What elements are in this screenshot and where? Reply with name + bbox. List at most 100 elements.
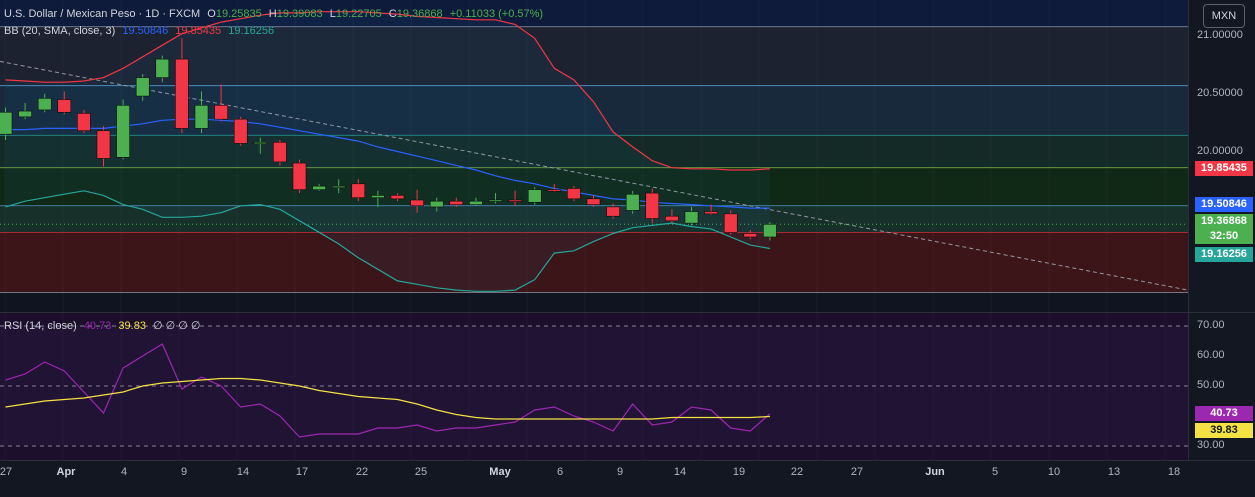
zone-band: [0, 205, 1188, 233]
time-axis-tick: 27: [850, 466, 864, 478]
candle-body: [527, 189, 542, 203]
bb-upper-price-tag: 19.85435: [1195, 161, 1253, 176]
candle-body: [743, 233, 758, 238]
candle-body: [547, 189, 562, 192]
zone-band: [0, 26, 1188, 86]
bb-lower-line: [5, 190, 771, 292]
bb-basis-price-tag: 19.50846: [1195, 197, 1253, 212]
candle-body: [763, 224, 777, 238]
rsi-line: [5, 343, 771, 438]
time-axis-tick: Apr: [56, 466, 76, 478]
time-axis-tick: 25: [414, 466, 428, 478]
candle-body: [429, 200, 444, 208]
candle-body: [233, 118, 248, 144]
time-axis-tick: 9: [180, 466, 188, 478]
candle-body: [684, 211, 699, 224]
rsi-value: 40.73: [83, 320, 112, 332]
candle-body: [410, 199, 424, 207]
candle-body: [449, 200, 464, 205]
time-axis-tick: 18: [1167, 466, 1181, 478]
bb-basis-value: 19.50846: [122, 25, 169, 37]
candle-body: [645, 192, 660, 219]
candle-body: [390, 195, 405, 200]
candle-body: [508, 199, 522, 202]
time-axis-tick: 22: [355, 466, 369, 478]
price-change: +0.11033 (+0.57%): [449, 8, 544, 20]
candle-body: [253, 142, 268, 145]
time-axis-tick: 10: [1047, 466, 1061, 478]
ohlc-high: H19.39083: [268, 8, 323, 20]
candle-body: [175, 58, 189, 129]
candle-body: [704, 211, 718, 215]
time-axis-tick: 9: [616, 466, 624, 478]
time-axis-tick: 19: [732, 466, 746, 478]
price-axis-tick: 20.50000: [1197, 86, 1243, 99]
candle-body: [155, 58, 170, 78]
time-axis-tick: 22: [790, 466, 804, 478]
regression-line: [0, 60, 1189, 291]
candle-body: [273, 142, 287, 163]
candle-body: [371, 195, 385, 198]
candle-body: [37, 98, 52, 111]
rsi-extra-values: ∅ ∅ ∅ ∅: [153, 320, 201, 332]
ohlc-close: C19.36868: [388, 8, 443, 20]
candle-body: [194, 105, 209, 129]
rsi-axis-tick: 50.00: [1197, 379, 1225, 391]
symbol-title: U.S. Dollar / Mexican Peso · 1D · FXCM: [4, 8, 201, 20]
candle-body: [312, 185, 326, 190]
ohlc-open: O19.25835: [207, 8, 262, 20]
close-price-tag: 19.36868: [1195, 214, 1253, 229]
bb-fill: [5, 11, 770, 292]
chart-legend-rsi: RSI (14, close) 40.73 39.83 ∅ ∅ ∅ ∅: [4, 319, 205, 332]
price-axis-tick: 20.00000: [1197, 144, 1243, 157]
time-axis-tick: 4: [120, 466, 128, 478]
candle-body: [77, 113, 91, 131]
candle-body: [214, 105, 228, 120]
rsi-value-tag: 40.73: [1195, 406, 1253, 421]
candle-body: [57, 99, 72, 113]
bb-upper-line: [5, 11, 770, 171]
time-axis-tick: 17: [295, 466, 309, 478]
bb-lower-value: 19.16256: [228, 25, 275, 37]
candle-body: [292, 162, 307, 190]
zone-band: [0, 232, 1188, 293]
time-axis-tick: 14: [673, 466, 687, 478]
rsi-ma-value: 39.83: [118, 320, 146, 332]
chart-legend-price: U.S. Dollar / Mexican Peso · 1D · FXCM O…: [4, 8, 547, 20]
price-axis-tick: 21.00000: [1197, 29, 1243, 41]
bb-lower-price-tag: 19.16256: [1195, 247, 1253, 262]
candle-body: [488, 199, 503, 202]
candle-body: [351, 183, 366, 198]
rsi-ma-value-tag: 39.83: [1195, 423, 1253, 438]
time-axis-tick: 6: [556, 466, 564, 478]
candle-body: [723, 213, 738, 233]
candle-body: [567, 188, 581, 200]
rsi-axis-tick: 70.00: [1197, 319, 1225, 331]
rsi-band-fill: [0, 326, 1188, 446]
time-axis-tick: May: [489, 466, 511, 478]
candle-body: [586, 198, 601, 205]
countdown-tag: 32:50: [1195, 229, 1253, 244]
rsi-axis-tick: 30.00: [1197, 439, 1225, 451]
candle-body: [18, 110, 32, 118]
rsi-indicator-label[interactable]: RSI (14, close): [4, 320, 77, 332]
zone-band: [0, 135, 1188, 168]
candle-body: [606, 206, 620, 217]
rsi-axis-tick: 60.00: [1197, 349, 1225, 361]
candle-body: [116, 105, 130, 158]
bb-upper-value: 19.85435: [175, 25, 222, 37]
chart-legend-bb: BB (20, SMA, close, 3) 19.50846 19.85435…: [4, 25, 278, 37]
time-axis-tick: Jun: [925, 466, 945, 478]
candle-body: [469, 200, 483, 205]
bb-indicator-label[interactable]: BB (20, SMA, close, 3): [4, 25, 116, 37]
time-axis-tick: 13: [1107, 466, 1121, 478]
candle-body: [625, 193, 640, 211]
candle-body: [665, 215, 679, 222]
bb-basis-line: [5, 118, 770, 209]
candle-body: [96, 130, 111, 159]
time-axis-tick: 27: [0, 466, 13, 478]
currency-button[interactable]: MXN: [1203, 4, 1245, 28]
ohlc-low: L19.22705: [329, 8, 382, 20]
time-axis-tick: 14: [236, 466, 250, 478]
